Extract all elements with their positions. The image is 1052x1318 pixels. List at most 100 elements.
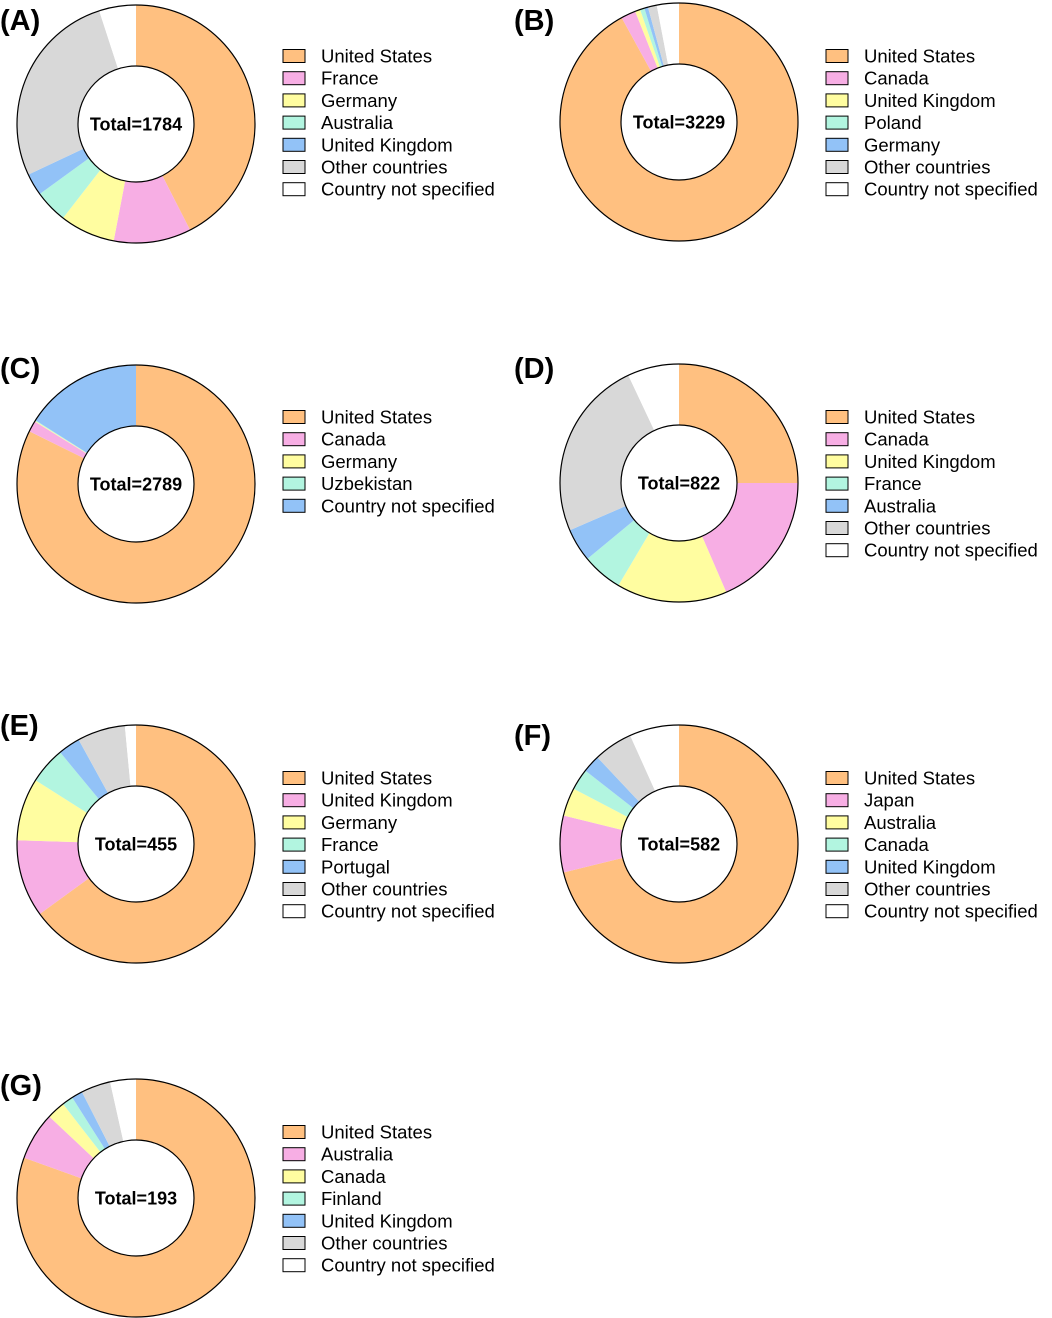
total-label: Total=582 [638, 835, 720, 855]
donut-hole [620, 424, 738, 542]
legend-swatch-country-not-specified [282, 1258, 306, 1273]
legend-swatch-other-countries [282, 882, 306, 896]
legend-swatch-united-states [282, 49, 306, 63]
legend-swatch-germany [282, 815, 306, 830]
legend-label: Japan [864, 790, 914, 811]
legend-label: Other countries [321, 879, 447, 900]
legend-swatch-united-kingdom [825, 93, 849, 108]
legend-swatch-country-not-specified [825, 182, 849, 197]
legend-swatch-uzbekistan [282, 476, 306, 491]
donut-hole [620, 63, 738, 181]
legend-swatch-united-kingdom [282, 793, 306, 808]
legend-label: Other countries [864, 518, 990, 539]
legend-swatch-australia [825, 815, 849, 830]
legend-label: United Kingdom [321, 1210, 453, 1231]
donut-outer-ring [559, 363, 799, 603]
donut-outer-ring [559, 724, 799, 964]
panel-label: (G) [0, 1070, 42, 1102]
donut-outer-ring [16, 1078, 256, 1318]
legend: United StatesJapanAustraliaCanadaUnited … [825, 768, 1038, 922]
slice-united-kingdom [618, 483, 727, 602]
legend-swatch-australia [282, 1147, 306, 1162]
legend-swatch-country-not-specified [282, 182, 306, 197]
legend-label: Uzbekistan [321, 473, 413, 494]
legend-label: Canada [864, 68, 930, 89]
legend-swatch-united-kingdom [282, 1213, 306, 1228]
legend-swatch-australia [825, 498, 849, 513]
slice-japan [560, 815, 679, 873]
panel-label: (B) [514, 5, 554, 37]
legend-swatch-finland [282, 1191, 306, 1206]
legend-label: United Kingdom [321, 790, 453, 811]
legend-swatch-other-countries [282, 160, 306, 174]
legend-label: Canada [321, 429, 387, 450]
total-label: Total=1784 [90, 115, 182, 135]
donut-panel-a: (A) Total=1784 United StatesFranceGermanyA… [0, 4, 495, 244]
legend-swatch-united-states [282, 410, 306, 424]
legend-label: Other countries [864, 157, 990, 178]
legend-label: United States [321, 46, 432, 67]
total-label: Total=3229 [633, 113, 725, 133]
legend-swatch-united-states [825, 771, 849, 785]
legend-label: Australia [864, 812, 937, 833]
legend-label: United States [864, 407, 975, 428]
legend-swatch-united-kingdom [282, 137, 306, 152]
donut-panel-g: (G) Total=193 United StatesAustraliaCanada… [0, 1070, 495, 1318]
panel-label: (C) [0, 353, 40, 385]
legend-label: Country not specified [321, 1255, 495, 1276]
total-label: Total=822 [638, 474, 720, 494]
legend-swatch-france [282, 71, 306, 86]
panel-label: (E) [0, 710, 39, 742]
legend-swatch-germany [825, 137, 849, 152]
legend-swatch-portugal [282, 859, 306, 874]
legend-swatch-japan [825, 793, 849, 808]
legend-label: Poland [864, 112, 922, 133]
legend-label: Portugal [321, 856, 390, 877]
legend-label: France [864, 473, 922, 494]
legend-label: Other countries [864, 879, 990, 900]
legend-label: United States [864, 768, 975, 789]
donut-hole [77, 785, 195, 903]
legend: United StatesAustraliaCanadaFinlandUnite… [282, 1122, 495, 1276]
legend-label: Country not specified [864, 901, 1038, 922]
panel-label: (A) [0, 5, 40, 37]
legend-swatch-canada [282, 1169, 306, 1184]
panel-label: (D) [514, 353, 554, 385]
legend-swatch-germany [282, 454, 306, 469]
legend-label: Australia [321, 1144, 394, 1165]
legend-swatch-france [825, 476, 849, 491]
legend-swatch-country-not-specified [282, 904, 306, 919]
legend-label: Other countries [321, 1233, 447, 1254]
donut-outer-ring [16, 4, 256, 244]
legend-swatch-country-not-specified [282, 498, 306, 513]
legend-label: Country not specified [321, 901, 495, 922]
panel-label: (F) [514, 720, 551, 752]
legend: United StatesCanadaGermanyUzbekistanCoun… [282, 407, 495, 516]
legend-swatch-canada [825, 432, 849, 447]
legend-label: France [321, 68, 379, 89]
legend-label: Germany [321, 451, 398, 472]
legend-label: United States [321, 1122, 432, 1143]
legend-swatch-australia [282, 115, 306, 130]
legend-label: United States [321, 407, 432, 428]
legend-label: France [321, 834, 379, 855]
legend-swatch-canada [825, 837, 849, 852]
legend-swatch-canada [282, 432, 306, 447]
legend-swatch-united-states [282, 1125, 306, 1139]
legend-label: Germany [321, 90, 398, 111]
legend-label: Canada [864, 834, 930, 855]
legend-swatch-other-countries [825, 882, 849, 896]
legend-label: United States [864, 46, 975, 67]
legend-swatch-poland [825, 115, 849, 130]
legend-label: Country not specified [321, 495, 495, 516]
legend-label: United Kingdom [321, 134, 453, 155]
legend-label: United Kingdom [864, 856, 996, 877]
legend-swatch-united-kingdom [825, 454, 849, 469]
legend-label: Australia [864, 495, 937, 516]
donut-outer-ring [16, 724, 256, 964]
